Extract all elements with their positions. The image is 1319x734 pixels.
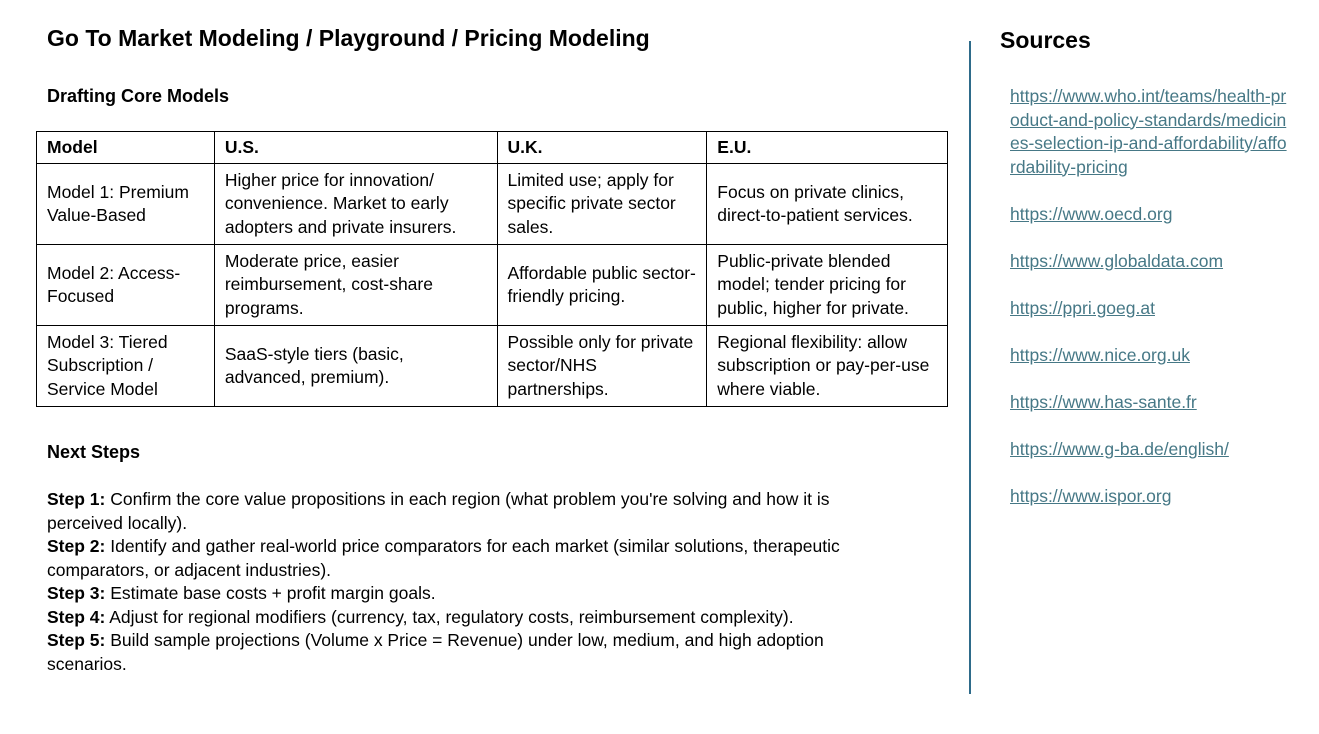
eu-cell: Focus on private clinics, direct-to-pati… [706, 163, 948, 245]
step-text: Confirm the core value propositions in e… [47, 489, 830, 533]
step-item: Step 3: Estimate base costs + profit mar… [47, 582, 887, 606]
uk-cell: Affordable public sector-friendly pricin… [496, 244, 708, 326]
header-uk: U.K. [496, 131, 708, 164]
step-label: Step 3: [47, 583, 106, 603]
eu-cell: Regional flexibility: allow subscription… [706, 325, 948, 407]
step-label: Step 1: [47, 489, 106, 509]
next-steps-list: Step 1: Confirm the core value propositi… [47, 488, 887, 676]
step-label: Step 5: [47, 630, 106, 650]
step-item: Step 4: Adjust for regional modifiers (c… [47, 606, 887, 630]
step-item: Step 1: Confirm the core value propositi… [47, 488, 887, 535]
source-link-ppri[interactable]: https://ppri.goeg.at [1010, 297, 1155, 318]
page-title: Go To Market Modeling / Playground / Pri… [47, 25, 650, 51]
us-cell: SaaS-style tiers (basic, advanced, premi… [213, 325, 498, 407]
model-name-cell: Model 2: Access-Focused [36, 244, 215, 326]
model-name-cell: Model 3: Tiered Subscription / Service M… [36, 325, 215, 407]
core-models-heading: Drafting Core Models [47, 86, 230, 106]
us-cell: Moderate price, easier reimbursement, co… [213, 244, 498, 326]
source-link-ispor[interactable]: https://www.ispor.org [1010, 485, 1172, 506]
header-eu: E.U. [706, 131, 948, 164]
step-text: Build sample projections (Volume x Price… [47, 630, 824, 674]
table-row: Model 3: Tiered Subscription / Service M… [36, 325, 948, 407]
source-link-nice[interactable]: https://www.nice.org.uk [1010, 344, 1190, 365]
step-item: Step 5: Build sample projections (Volume… [47, 629, 887, 676]
sources-heading: Sources [1000, 27, 1091, 53]
eu-cell: Public-private blended model; tender pri… [706, 244, 948, 326]
step-text: Identify and gather real-world price com… [47, 536, 840, 580]
core-models-table: Model U.S. U.K. E.U. Model 1: Premium Va… [36, 131, 948, 407]
table-row: Model 1: Premium Value-Based Higher pric… [36, 163, 948, 245]
sources-divider [969, 41, 971, 694]
table-row: Model 2: Access-Focused Moderate price, … [36, 244, 948, 326]
table-header-row: Model U.S. U.K. E.U. [36, 131, 948, 164]
source-link-globaldata[interactable]: https://www.globaldata.com [1010, 250, 1224, 271]
header-model: Model [36, 131, 215, 164]
header-us: U.S. [213, 131, 498, 164]
us-cell: Higher price for innovation/ convenience… [213, 163, 498, 245]
step-text: Adjust for regional modifiers (currency,… [105, 606, 794, 627]
step-label: Step 4: [47, 606, 106, 627]
next-steps-heading: Next Steps [47, 442, 141, 462]
source-link-g-ba[interactable]: https://www.g-ba.de/english/ [1010, 438, 1229, 459]
source-link-has-sante[interactable]: https://www.has-sante.fr [1010, 391, 1197, 412]
uk-cell: Possible only for private sector/NHS par… [496, 325, 708, 407]
source-link-who[interactable]: https://www.who.int/teams/health-product… [1010, 86, 1287, 177]
sources-list: https://www.who.int/teams/health-product… [1010, 85, 1290, 532]
step-item: Step 2: Identify and gather real-world p… [47, 535, 887, 582]
step-label: Step 2: [47, 536, 106, 556]
uk-cell: Limited use; apply for specific private … [496, 163, 708, 245]
source-link-oecd[interactable]: https://www.oecd.org [1010, 203, 1173, 224]
step-text: Estimate base costs + profit margin goal… [105, 583, 436, 603]
model-name-cell: Model 1: Premium Value-Based [36, 163, 215, 245]
